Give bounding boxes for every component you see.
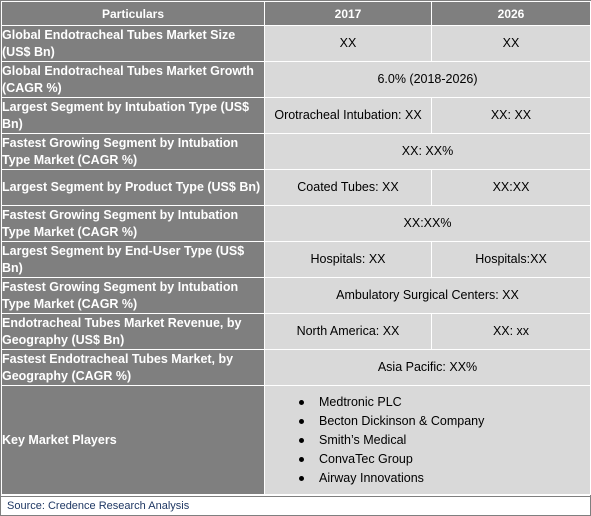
value-2026: XX:XX bbox=[431, 169, 591, 206]
list-item: ConvaTec Group bbox=[293, 450, 590, 469]
value-2026: XX: XX bbox=[431, 97, 591, 134]
list-item: Airway Innovations bbox=[293, 469, 590, 488]
key-players-list: Medtronic PLC Becton Dickinson & Company… bbox=[266, 393, 590, 488]
table-row: Fastest Growing Segment by Intubation Ty… bbox=[1, 205, 591, 242]
key-players-row: Key Market Players Medtronic PLC Becton … bbox=[1, 385, 591, 495]
table-row: Global Endotracheal Tubes Market Size (U… bbox=[1, 25, 591, 62]
key-players-label: Key Market Players bbox=[1, 385, 265, 495]
row-label: Endotracheal Tubes Market Revenue, by Ge… bbox=[1, 313, 265, 350]
table-row: Global Endotracheal Tubes Market Growth … bbox=[1, 61, 591, 98]
bullet-icon bbox=[299, 399, 304, 405]
value-merged: Ambulatory Surgical Centers: XX bbox=[264, 277, 591, 314]
row-label: Fastest Growing Segment by Intubation Ty… bbox=[1, 277, 265, 314]
market-summary-table: Particulars 2017 2026 Global Endotrachea… bbox=[1, 1, 591, 495]
row-label: Largest Segment by End-User Type (US$ Bn… bbox=[1, 241, 265, 278]
list-item: Smith’s Medical bbox=[293, 431, 590, 450]
table-row: Largest Segment by Intubation Type (US$ … bbox=[1, 97, 591, 134]
value-2017: XX bbox=[264, 25, 432, 62]
player-name: Becton Dickinson & Company bbox=[319, 413, 485, 428]
key-players-cell: Medtronic PLC Becton Dickinson & Company… bbox=[264, 385, 591, 495]
bullet-icon bbox=[299, 418, 304, 424]
row-label: Largest Segment by Intubation Type (US$ … bbox=[1, 97, 265, 134]
table-row: Endotracheal Tubes Market Revenue, by Ge… bbox=[1, 313, 591, 350]
value-2026: XX bbox=[431, 25, 591, 62]
row-label: Global Endotracheal Tubes Market Growth … bbox=[1, 61, 265, 98]
value-2017: Orotracheal Intubation: XX bbox=[264, 97, 432, 134]
player-name: Medtronic PLC bbox=[319, 394, 402, 409]
table-row: Fastest Growing Segment by Intubation Ty… bbox=[1, 277, 591, 314]
row-label: Fastest Growing Segment by Intubation Ty… bbox=[1, 133, 265, 170]
value-2017: North America: XX bbox=[264, 313, 432, 350]
player-name: Smith’s Medical bbox=[319, 432, 407, 447]
value-2017: Coated Tubes: XX bbox=[264, 169, 432, 206]
list-item: Becton Dickinson & Company bbox=[293, 412, 590, 431]
source-note: Source: Credence Research Analysis bbox=[1, 496, 590, 515]
row-label: Fastest Growing Segment by Intubation Ty… bbox=[1, 205, 265, 242]
value-2017: Hospitals: XX bbox=[264, 241, 432, 278]
bullet-icon bbox=[299, 437, 304, 443]
header-2017: 2017 bbox=[264, 1, 432, 26]
table-row: Fastest Endotracheal Tubes Market, by Ge… bbox=[1, 349, 591, 386]
header-2026: 2026 bbox=[431, 1, 591, 26]
row-label: Global Endotracheal Tubes Market Size (U… bbox=[1, 25, 265, 62]
bullet-icon bbox=[299, 475, 304, 481]
value-merged: 6.0% (2018-2026) bbox=[264, 61, 591, 98]
value-2026: XX: xx bbox=[431, 313, 591, 350]
row-label: Fastest Endotracheal Tubes Market, by Ge… bbox=[1, 349, 265, 386]
list-item: Medtronic PLC bbox=[293, 393, 590, 412]
row-label: Largest Segment by Product Type (US$ Bn) bbox=[1, 169, 265, 206]
value-merged: Asia Pacific: XX% bbox=[264, 349, 591, 386]
bullet-icon bbox=[299, 456, 304, 462]
table-row: Fastest Growing Segment by Intubation Ty… bbox=[1, 133, 591, 170]
table-row: Largest Segment by End-User Type (US$ Bn… bbox=[1, 241, 591, 278]
value-merged: XX:XX% bbox=[264, 205, 591, 242]
table-row: Largest Segment by Product Type (US$ Bn)… bbox=[1, 169, 591, 206]
value-2026: Hospitals:XX bbox=[431, 241, 591, 278]
player-name: ConvaTec Group bbox=[319, 451, 413, 466]
value-merged: XX: XX% bbox=[264, 133, 591, 170]
table-header-row: Particulars 2017 2026 bbox=[1, 1, 591, 26]
player-name: Airway Innovations bbox=[319, 470, 424, 485]
header-particulars: Particulars bbox=[1, 1, 265, 26]
